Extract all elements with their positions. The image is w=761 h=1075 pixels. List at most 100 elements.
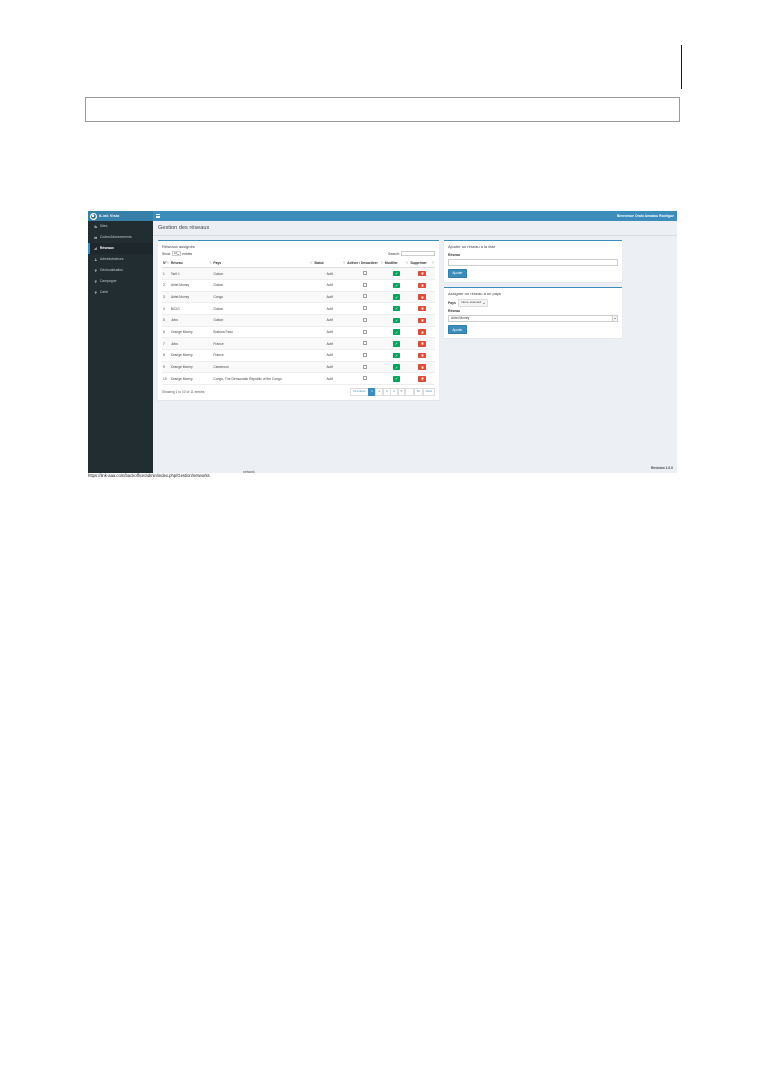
column-header-reseau[interactable]: Réseau ⇅	[169, 259, 213, 269]
pagination-page-10[interactable]: 10	[413, 388, 424, 397]
user-icon	[94, 258, 97, 261]
trash-icon[interactable]	[418, 294, 426, 300]
sidebar-item-administrateurs[interactable]: Administrateurs	[88, 254, 153, 265]
trash-icon[interactable]	[418, 270, 426, 277]
column-label: N°	[163, 261, 167, 266]
cell-supprimer	[409, 267, 435, 280]
brand-logo-area[interactable]: iLink Visio	[88, 211, 153, 221]
pagination-next[interactable]: Next	[422, 388, 435, 397]
activate-checkbox[interactable]	[362, 329, 367, 334]
pagination-page-1[interactable]: 1	[368, 388, 376, 397]
add-network-submit-button[interactable]: Ajouter	[448, 268, 467, 278]
sidebar-item-geolocalisation[interactable]: Géolocalisation	[88, 265, 153, 276]
cell-statut: Actif	[313, 291, 347, 304]
assign-pays-row: Pays None selected	[448, 298, 618, 308]
activate-checkbox[interactable]	[362, 317, 367, 322]
sidebar-item-label: Administrateurs	[99, 257, 124, 262]
assign-pays-dropdown[interactable]: None selected	[457, 298, 488, 308]
activate-checkbox[interactable]	[362, 364, 367, 369]
trash-icon[interactable]	[418, 329, 426, 335]
map-marker-icon	[94, 280, 97, 283]
table-row: 7 Jobs France Actif	[162, 337, 435, 351]
activate-checkbox[interactable]	[362, 306, 367, 311]
pagination-previous[interactable]: Previous	[350, 388, 369, 397]
cell-reseau: BICIG	[169, 302, 213, 316]
pagination-page-3[interactable]: 3	[382, 388, 391, 397]
content-area: Gestion des réseaux Réseaux assignés Sho…	[153, 221, 677, 473]
pencil-icon[interactable]	[392, 294, 401, 300]
pagination-ellipsis: …	[404, 388, 414, 397]
table-row: 8 Orange Money France Actif	[162, 349, 435, 362]
pagination: Previous 1 2 3 4 5 … 10 Next	[350, 388, 435, 397]
entries-select[interactable]: 10	[171, 251, 181, 257]
trash-icon[interactable]	[418, 352, 426, 359]
pencil-icon[interactable]	[392, 270, 401, 277]
cell-modifier	[383, 267, 410, 280]
column-header-supprimer[interactable]: Supprimer ⇅	[409, 259, 435, 269]
trash-icon[interactable]	[418, 376, 426, 382]
sidebar-item-carte[interactable]: Carte	[88, 287, 153, 298]
hamburger-icon[interactable]	[156, 214, 160, 218]
sidebar-item-reseaux[interactable]: Réseaux	[88, 243, 153, 254]
activate-checkbox[interactable]	[362, 282, 367, 287]
sidebar-item-label: Codes/Abonnements	[99, 235, 132, 240]
table-row: 9 Orange Money Cameroon Actif	[162, 361, 435, 374]
pencil-icon[interactable]	[392, 317, 401, 324]
column-header-pays[interactable]: Pays ⇅	[212, 259, 314, 269]
cell-reseau: Orange Money	[169, 361, 213, 374]
column-header-modifier[interactable]: Modifier ⇅	[383, 259, 410, 269]
activate-checkbox[interactable]	[362, 271, 367, 276]
revision-label: Revision 1.0.0	[651, 465, 673, 470]
cell-reseau: Jobs	[169, 314, 213, 327]
trash-icon[interactable]	[418, 305, 426, 312]
column-header-statut[interactable]: Statut ⇅	[313, 259, 347, 269]
sidebar-item-codes-abonnements[interactable]: Codes/Abonnements	[88, 232, 153, 243]
activate-checkbox[interactable]	[362, 341, 367, 346]
cell-statut: Actif	[313, 267, 347, 280]
activate-checkbox[interactable]	[362, 294, 367, 299]
trash-icon[interactable]	[418, 341, 426, 347]
datatable-controls: Show 10 entries Search:	[162, 250, 435, 257]
assign-reseau-select[interactable]: Airtel Money	[448, 314, 618, 322]
pencil-icon[interactable]	[392, 305, 401, 312]
cell-statut: Actif	[313, 337, 347, 351]
brand-text: iLink Visio	[99, 212, 120, 218]
sort-icon: ⇅	[166, 261, 169, 265]
pencil-icon[interactable]	[392, 364, 401, 370]
assign-network-submit-button[interactable]: Ajouter	[448, 324, 467, 335]
sidebar-item-label: Géolocalisation	[99, 268, 124, 273]
activate-checkbox[interactable]	[362, 376, 367, 381]
cell-activer	[346, 279, 384, 292]
cell-statut: Actif	[313, 326, 347, 339]
pencil-icon[interactable]	[392, 341, 401, 347]
sidebar-item-campagne[interactable]: Campagne	[88, 276, 153, 287]
cell-num: 7	[162, 337, 170, 351]
pencil-icon[interactable]	[392, 282, 401, 289]
pagination-page-5[interactable]: 5	[397, 388, 406, 397]
column-label: Activer / Désactiver	[347, 261, 378, 266]
activate-checkbox[interactable]	[362, 352, 367, 357]
cell-num: 10	[162, 372, 170, 386]
sidebar-item-label: Campagne	[99, 279, 117, 284]
add-network-input[interactable]	[448, 258, 618, 266]
chevron-down-icon	[612, 315, 617, 321]
chevron-down-icon	[482, 302, 485, 304]
trash-icon[interactable]	[418, 317, 426, 324]
column-header-num[interactable]: N° ⇅	[162, 259, 170, 269]
pencil-icon[interactable]	[392, 329, 401, 335]
trash-icon[interactable]	[418, 282, 426, 289]
search-input[interactable]	[401, 250, 435, 257]
table-header-row: N° ⇅ Réseau ⇅ Pays	[162, 259, 435, 269]
pencil-icon[interactable]	[392, 352, 401, 359]
sidebar-item-sites[interactable]: Sites	[88, 221, 153, 232]
table-box: Réseaux assignés Show 10 entries	[158, 239, 439, 401]
pagination-page-2[interactable]: 2	[375, 388, 384, 397]
trash-icon[interactable]	[418, 364, 426, 370]
pencil-icon[interactable]	[392, 376, 401, 382]
cell-reseau: Airtel Money	[169, 291, 213, 304]
navbar-user-label[interactable]: Bienvenue Ondo Amadou Rodrigue	[616, 213, 674, 218]
pagination-page-4[interactable]: 4	[390, 388, 398, 397]
cell-modifier	[383, 372, 410, 386]
column-header-activer[interactable]: Activer / Désactiver ⇅	[346, 259, 384, 269]
map-marker-icon	[94, 291, 97, 294]
